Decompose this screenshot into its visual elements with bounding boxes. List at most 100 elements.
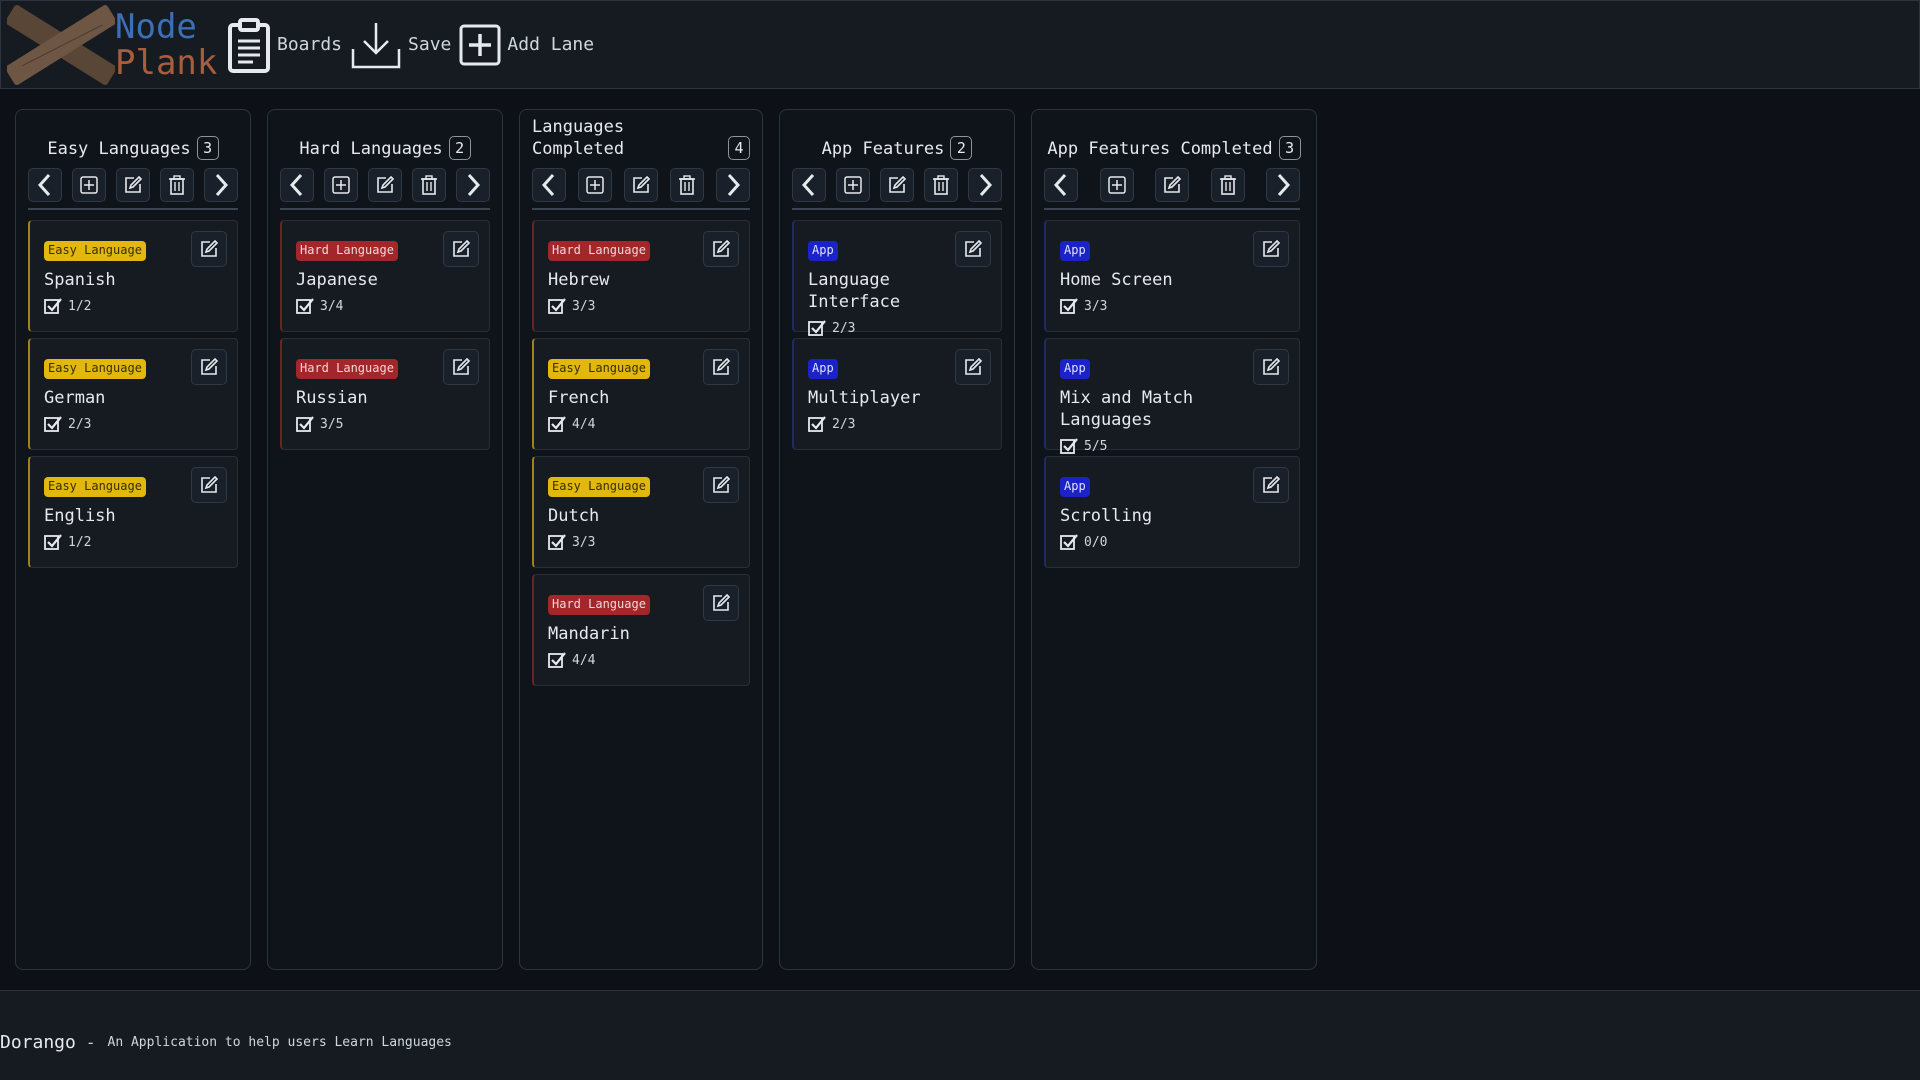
edit-lane-button[interactable] [624, 168, 658, 202]
edit-lane-button[interactable] [1155, 168, 1189, 202]
card-title: Hebrew [548, 270, 610, 290]
delete-lane-button[interactable] [924, 168, 958, 202]
move-lane-left-button[interactable] [532, 168, 566, 202]
card-tag: App [1060, 241, 1090, 261]
card[interactable]: Hard Language Hebrew 3/3 [532, 220, 750, 332]
edit-icon [965, 239, 983, 257]
checkbox-checked-icon [44, 298, 62, 314]
delete-lane-button[interactable] [670, 168, 704, 202]
edit-lane-button[interactable] [116, 168, 150, 202]
card[interactable]: App Multiplayer 2/3 [792, 338, 1002, 450]
add-card-button[interactable] [324, 168, 358, 202]
edit-card-button[interactable] [1253, 231, 1289, 267]
edit-card-button[interactable] [1253, 349, 1289, 385]
card-title: Japanese [296, 270, 378, 290]
checkbox-checked-icon [296, 298, 314, 314]
card[interactable]: Hard Language Japanese 3/4 [280, 220, 490, 332]
add-card-button[interactable] [72, 168, 106, 202]
edit-icon [1263, 357, 1281, 375]
edit-lane-button[interactable] [368, 168, 402, 202]
checkbox-checked-icon [548, 534, 566, 550]
move-lane-right-button[interactable] [456, 168, 490, 202]
card-progress-text: 3/3 [1084, 298, 1108, 314]
move-lane-left-button[interactable] [280, 168, 314, 202]
card-checklist-progress: 4/4 [548, 415, 735, 433]
card-progress-text: 2/3 [832, 320, 856, 336]
card-tag: Hard Language [548, 595, 650, 615]
move-lane-right-button[interactable] [716, 168, 750, 202]
card[interactable]: Easy Language Dutch 3/3 [532, 456, 750, 568]
card[interactable]: Easy Language French 4/4 [532, 338, 750, 450]
edit-card-button[interactable] [1253, 467, 1289, 503]
edit-card-button[interactable] [191, 467, 227, 503]
edit-lane-button[interactable] [880, 168, 914, 202]
edit-card-button[interactable] [443, 349, 479, 385]
move-lane-right-button[interactable] [1266, 168, 1300, 202]
lane-toolbar [1044, 166, 1300, 210]
lane-toolbar [28, 166, 238, 210]
card-tag: Hard Language [548, 241, 650, 261]
move-lane-right-button[interactable] [968, 168, 1002, 202]
edit-icon [633, 175, 651, 193]
edit-card-button[interactable] [703, 585, 739, 621]
edit-icon [1263, 239, 1281, 257]
logo-text-plank: Plank [115, 43, 218, 83]
add-card-button[interactable] [836, 168, 870, 202]
card[interactable]: App Home Screen 3/3 [1044, 220, 1300, 332]
checkbox-checked-icon [548, 298, 566, 314]
card[interactable]: Hard Language Mandarin 4/4 [532, 574, 750, 686]
chevron-left-icon [801, 173, 815, 197]
add-card-button[interactable] [1099, 168, 1134, 202]
delete-lane-button[interactable] [1210, 168, 1245, 202]
card[interactable]: Easy Language Spanish 1/2 [28, 220, 238, 332]
logo: Node Plank [7, 0, 227, 89]
plus-square-icon [1107, 176, 1126, 194]
footer-app-name: Dorango [0, 1032, 76, 1053]
edit-card-button[interactable] [443, 231, 479, 267]
checkbox-checked-icon [1060, 298, 1078, 314]
card[interactable]: Easy Language English 1/2 [28, 456, 238, 568]
move-lane-left-button[interactable] [28, 168, 62, 202]
lane-count-badge: 3 [1278, 136, 1301, 160]
card-checklist-progress: 4/4 [548, 651, 735, 669]
save-button[interactable]: Save [350, 19, 451, 71]
edit-card-button[interactable] [191, 349, 227, 385]
card-title: Scrolling [1060, 506, 1153, 526]
card-tag: Easy Language [548, 477, 650, 497]
move-lane-left-button[interactable] [792, 168, 826, 202]
edit-icon [713, 239, 731, 257]
card[interactable]: App Mix and Match Languages 5/5 [1044, 338, 1300, 454]
chevron-right-icon [467, 173, 481, 197]
edit-card-button[interactable] [703, 349, 739, 385]
edit-card-button[interactable] [955, 231, 991, 267]
chevron-right-icon [979, 173, 993, 197]
edit-icon [453, 239, 471, 257]
card-checklist-progress: 3/4 [296, 297, 475, 315]
add-lane-button[interactable]: Add Lane [459, 24, 594, 66]
app-header: Node Plank Boards Save Add Lane [0, 0, 1920, 89]
checkbox-checked-icon [44, 416, 62, 432]
card[interactable]: App Scrolling 0/0 [1044, 456, 1300, 568]
card-progress-text: 5/5 [1084, 438, 1108, 454]
edit-card-button[interactable] [703, 231, 739, 267]
boards-button[interactable]: Boards [227, 17, 342, 73]
move-lane-right-button[interactable] [204, 168, 238, 202]
checkbox-checked-icon [808, 320, 826, 336]
add-card-button[interactable] [578, 168, 612, 202]
edit-card-button[interactable] [955, 349, 991, 385]
edit-icon [377, 175, 395, 193]
card-checklist-progress: 3/3 [548, 297, 735, 315]
card-list: App Home Screen 3/3 App Mix and Match La… [1044, 220, 1300, 568]
card[interactable]: Easy Language German 2/3 [28, 338, 238, 450]
edit-card-button[interactable] [191, 231, 227, 267]
move-lane-left-button[interactable] [1044, 168, 1078, 202]
lane-title: Hard Languages [299, 139, 443, 159]
card[interactable]: Hard Language Russian 3/5 [280, 338, 490, 450]
edit-card-button[interactable] [703, 467, 739, 503]
card[interactable]: App Language Interface 2/3 [792, 220, 1002, 336]
plus-square-icon [586, 176, 604, 194]
card-checklist-progress: 5/5 [1060, 437, 1285, 455]
delete-lane-button[interactable] [412, 168, 446, 202]
delete-lane-button[interactable] [160, 168, 194, 202]
card-title: Spanish [44, 270, 116, 290]
